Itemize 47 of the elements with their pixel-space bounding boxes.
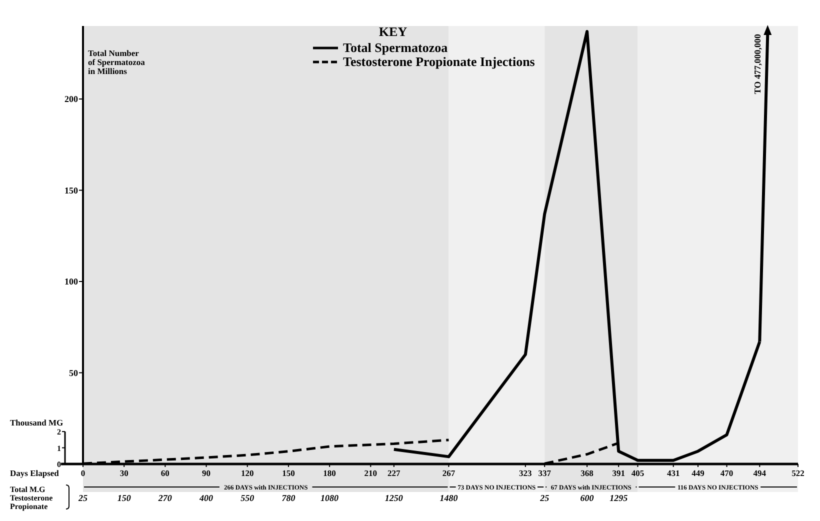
text: 400 — [198, 493, 214, 503]
y-tick-label: 100 — [64, 276, 78, 286]
x-tick-label: 323 — [519, 468, 532, 478]
y2-axis-title: Thousand MG — [10, 418, 64, 428]
x-tick-label: 337 — [538, 468, 552, 478]
legend-label: Testosterone Propionate Injections — [343, 54, 535, 69]
x-tick-label: 522 — [792, 468, 804, 478]
text: 150 — [117, 493, 132, 503]
x-tick-label: 368 — [580, 468, 594, 478]
text: 25 — [78, 493, 88, 503]
y-tick-label: 200 — [64, 94, 78, 104]
text: Total M.G Testosterone Propionate — [10, 485, 54, 511]
x-tick-label: 90 — [202, 468, 211, 478]
x-tick-label: 470 — [720, 468, 734, 478]
x-tick-label: 30 — [120, 468, 128, 478]
x-tick-label: 60 — [160, 468, 170, 478]
text: 550 — [240, 493, 255, 503]
text: 25 — [539, 493, 550, 503]
legend-label: Total Spermatozoa — [343, 40, 448, 55]
text: 1480 — [440, 493, 458, 503]
x-tick-label: 405 — [631, 468, 644, 478]
x-tick-label: 267 — [442, 468, 456, 478]
x-tick-label: 494 — [753, 468, 767, 478]
x-axis-title: Days Elapsed — [10, 468, 60, 478]
text: 780 — [282, 493, 296, 503]
y-tick-label: 50 — [69, 368, 78, 378]
y2-tick-label: 1 — [57, 444, 61, 453]
y2-tick-label: 2 — [57, 428, 61, 437]
y-axis-title: Total Number of Spermatozoa in Millions — [88, 48, 146, 76]
x-tick-label: 0 — [80, 468, 86, 478]
y-tick-label: 150 — [64, 185, 78, 196]
text: 1250 — [384, 493, 404, 503]
x-tick-label: 431 — [666, 468, 680, 478]
text: 1080 — [320, 493, 340, 503]
x-tick-label: 150 — [282, 468, 295, 478]
text: 600 — [580, 493, 594, 503]
x-tick-label: 391 — [612, 468, 625, 478]
x-tick-label: 180 — [323, 468, 336, 478]
x-tick-label: 210 — [364, 468, 378, 478]
y2-tick-label: 0 — [57, 460, 61, 469]
text: 1295 — [610, 493, 628, 503]
annotation: TO 477,000,000 — [752, 34, 763, 94]
text: 270 — [157, 493, 172, 503]
x-tick-label: 449 — [692, 468, 704, 478]
x-tick-label: 120 — [240, 468, 254, 478]
legend-title: KEY — [378, 24, 408, 39]
x-tick-label: 227 — [388, 468, 402, 478]
